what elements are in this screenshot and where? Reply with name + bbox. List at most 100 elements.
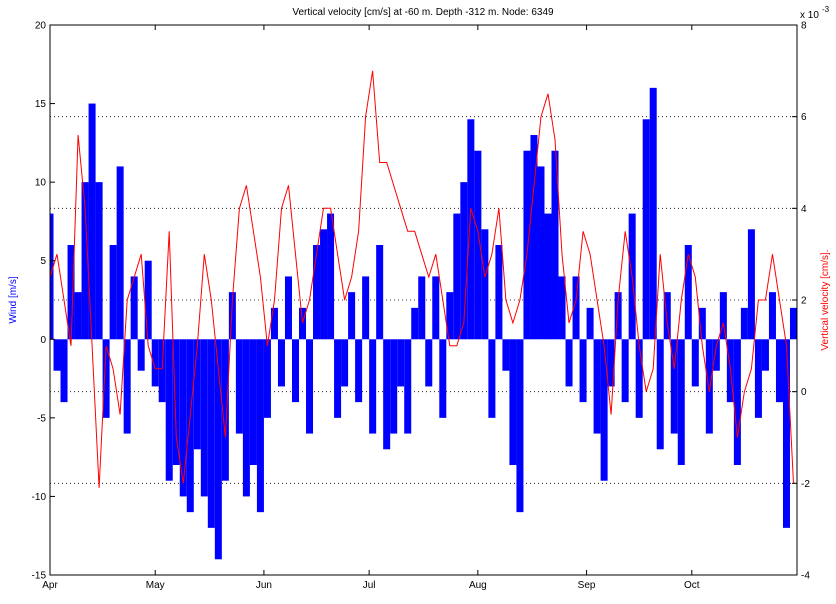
bar <box>320 229 328 340</box>
y2-tick-label: 8 <box>801 21 807 32</box>
bar <box>733 339 741 465</box>
bar <box>207 339 215 528</box>
bar <box>607 339 615 387</box>
bar <box>432 276 440 340</box>
bar <box>249 339 257 465</box>
x-tick-label: May <box>146 580 165 591</box>
bar <box>670 339 678 434</box>
plot-area <box>50 25 797 575</box>
bar <box>390 339 398 434</box>
bar <box>186 339 194 513</box>
bar <box>516 339 524 513</box>
bar <box>698 307 706 340</box>
x-tick-label: Jun <box>256 580 272 591</box>
bar <box>460 182 468 340</box>
x-tick-label: Aug <box>469 580 487 591</box>
bar <box>277 339 285 387</box>
y2-axis-label: Vertical velocity [cm/s]. <box>820 249 831 350</box>
bar <box>376 245 384 340</box>
bar <box>761 339 769 371</box>
bar <box>754 339 762 418</box>
bar <box>656 339 664 450</box>
bar <box>768 292 776 340</box>
bar <box>313 245 321 340</box>
y-tick-label: 20 <box>35 21 47 32</box>
bar <box>235 339 243 434</box>
y-tick-label: 0 <box>40 335 46 346</box>
y-tick-label: 5 <box>40 256 46 267</box>
bar <box>418 276 426 340</box>
bar <box>593 339 601 434</box>
bar <box>88 103 96 340</box>
bar <box>291 339 299 403</box>
bar <box>158 339 166 403</box>
bar <box>200 339 208 497</box>
bar <box>481 229 489 340</box>
bar <box>495 245 503 340</box>
bar <box>712 339 720 371</box>
bar <box>334 339 342 418</box>
bar <box>719 292 727 340</box>
bar <box>60 339 68 403</box>
bar <box>579 339 587 403</box>
bar <box>397 339 405 387</box>
bar <box>109 245 117 340</box>
bar <box>684 245 692 340</box>
bar <box>453 213 461 340</box>
y-tick-label: -10 <box>32 492 47 503</box>
bar <box>327 213 335 340</box>
bar <box>116 166 124 340</box>
bar <box>614 292 622 340</box>
bar <box>369 339 377 434</box>
bar <box>404 339 412 434</box>
bar <box>74 292 82 340</box>
bar <box>572 276 580 340</box>
bar <box>705 339 713 434</box>
bar <box>558 276 566 340</box>
bar <box>179 339 187 497</box>
bar <box>649 87 657 340</box>
bar <box>782 339 790 528</box>
bar <box>284 276 292 340</box>
bar <box>439 339 447 418</box>
bar <box>523 150 531 340</box>
bar <box>425 339 433 387</box>
bar <box>502 339 510 371</box>
chart-title: Vertical velocity [cm/s] at -60 m. Depth… <box>292 7 554 18</box>
bar <box>740 307 748 340</box>
bar <box>50 213 54 340</box>
bar <box>642 119 650 340</box>
x-tick-label: Oct <box>684 580 700 591</box>
bar <box>488 339 496 418</box>
bar <box>446 292 454 340</box>
bar <box>474 150 482 340</box>
bar <box>586 307 594 340</box>
bar <box>509 339 517 465</box>
y2-tick-label: -2 <box>801 479 810 490</box>
y-tick-label: 10 <box>35 178 47 189</box>
bar <box>299 307 307 340</box>
y2-tick-label: -4 <box>801 571 810 582</box>
bar <box>172 339 180 465</box>
bar <box>677 339 685 465</box>
bar <box>306 339 314 434</box>
y-tick-label: -5 <box>37 413 46 424</box>
bar <box>635 339 643 418</box>
bar <box>663 292 671 340</box>
bar <box>256 339 264 513</box>
bar <box>270 307 278 340</box>
bar <box>467 119 475 340</box>
bar <box>348 292 356 340</box>
bar <box>102 339 110 418</box>
y2-tick-label: 6 <box>801 112 807 123</box>
bar <box>775 339 783 403</box>
bar <box>81 182 89 340</box>
y-tick-label: -15 <box>32 571 47 582</box>
bar <box>537 166 545 340</box>
bar <box>530 135 538 340</box>
bar <box>565 339 573 387</box>
bar <box>600 339 608 481</box>
bar <box>411 307 419 340</box>
bar <box>130 276 138 340</box>
